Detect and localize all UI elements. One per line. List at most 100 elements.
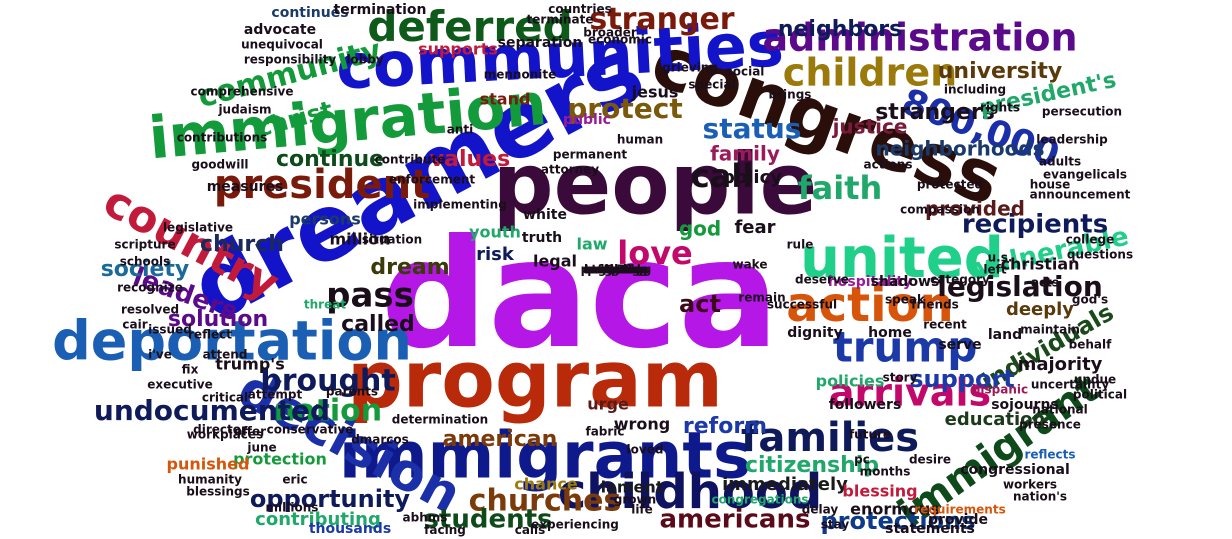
word-solution: solution (168, 307, 268, 332)
word-national: national (1032, 403, 1088, 417)
word-remain: remain (738, 291, 785, 305)
word-stand: stand (480, 90, 531, 109)
word-daca: daca (381, 208, 780, 382)
word-church: church (200, 232, 284, 257)
word-acts: acts (1031, 276, 1059, 290)
word-statements: statements (885, 521, 975, 537)
word-jesus: jesus (631, 83, 679, 102)
word-trump: trump (833, 323, 978, 372)
word-measures: measures (207, 179, 284, 195)
word-blessings: blessings (186, 485, 250, 499)
word-congressional: congressional (960, 462, 1070, 478)
word-stay: stay (821, 518, 850, 532)
word-reform: reform (683, 414, 767, 439)
word-determination: determination (392, 413, 488, 427)
word-lives: lives (600, 263, 631, 277)
word-attorney: attorney (541, 163, 599, 177)
word-protections: protections (820, 507, 975, 535)
word-arrivals: arrivals (829, 371, 991, 415)
word-undue: undue (1074, 373, 1116, 387)
word-public: public (563, 112, 611, 128)
word-human: human (617, 133, 663, 147)
word-separation: separation (498, 35, 583, 51)
word-continue: continue (276, 147, 384, 172)
word-advocate: advocate (244, 22, 316, 38)
word-requirements: requirements (914, 503, 1005, 517)
word-immediately: immediately (722, 474, 848, 495)
word-targets: targets (591, 263, 640, 277)
word-termination: termination (334, 2, 427, 18)
word-love: love (617, 234, 693, 272)
word-issued: issued (148, 323, 192, 337)
word-god-s: god's (1072, 293, 1108, 307)
word-scripture: scripture (114, 238, 175, 252)
word-deferred: deferred (367, 2, 572, 51)
word-conservative: conservative (267, 423, 354, 437)
word-persons: persons (289, 210, 361, 229)
word-parents: parents (326, 385, 378, 399)
word-comprehensive: comprehensive (191, 85, 294, 99)
word-hundreds: hundreds (584, 263, 648, 277)
word-act: act (679, 290, 721, 318)
word-neighbors: neighbors (778, 17, 902, 42)
word-recognize: recognize (117, 281, 183, 295)
word-hospitality: hospitality (828, 274, 912, 290)
word-uncertainty: uncertainty (1031, 378, 1109, 392)
word-reflect: reflect (188, 328, 232, 342)
word-program: program (347, 335, 723, 425)
word-pathway: pathway (587, 263, 645, 277)
word-fabric: fabric (585, 425, 624, 439)
word-enforcement: enforcement (389, 173, 476, 187)
word-rights: rights (980, 101, 1020, 115)
word-eric: eric (282, 473, 307, 487)
word-hispanic: hispanic (972, 383, 1028, 397)
word-anti: anti (447, 123, 474, 137)
word-millions: millions (266, 501, 319, 515)
word-opportunity: opportunity (250, 485, 411, 513)
word-i-ve: i've (148, 348, 172, 362)
word-pass: pass (326, 276, 414, 316)
word-june: june (246, 441, 276, 455)
word-president: president (214, 162, 430, 208)
word-christian: christian (1000, 255, 1079, 274)
word-resolved: resolved (121, 303, 179, 317)
word-responsibility: responsibility (244, 53, 336, 67)
word-shadows: shadows (871, 274, 940, 290)
word-goals: goals (598, 263, 634, 277)
word-unequivocal: unequivocal (241, 38, 323, 52)
word-workers: workers (1003, 478, 1057, 492)
word-workplaces: workplaces (187, 428, 263, 442)
word-social: social (726, 65, 765, 79)
word-values: values (430, 147, 510, 172)
word-wrong: wrong (614, 415, 671, 434)
word-schools: schools (120, 255, 171, 269)
word-leadership: leadership (1036, 133, 1108, 147)
word-attempt: attempt (248, 388, 303, 402)
word-friends: friends (911, 298, 959, 312)
word-persecution: persecution (1042, 105, 1122, 119)
word-fix: fix (182, 363, 199, 377)
word-faced: faced (597, 263, 634, 277)
word-status: status (703, 112, 802, 145)
word-undocumented: undocumented (94, 394, 330, 427)
word-desire: desire (909, 453, 951, 467)
word-white: white (523, 207, 567, 223)
word-loved: loved (627, 443, 664, 457)
word-university: university (938, 59, 1062, 84)
word-nation: nation (274, 394, 382, 429)
word-immigrants: immigrants (339, 420, 751, 494)
word-protecting: protecting (581, 263, 652, 277)
word-risk: risk (476, 244, 515, 265)
word-trump-s: trump's (215, 355, 284, 374)
word-provide: provide (928, 512, 988, 528)
word-protected: protected (917, 178, 983, 192)
word-serve: serve (938, 337, 981, 353)
word-dmarcos: dmarcos (351, 433, 409, 447)
word-life: life (631, 503, 653, 517)
word-protect: protect (567, 92, 682, 125)
word-policies: policies (816, 372, 885, 391)
word-abhms: abhms (403, 511, 448, 525)
word-economic: economic (588, 33, 652, 47)
word-threat: threat (304, 298, 346, 312)
